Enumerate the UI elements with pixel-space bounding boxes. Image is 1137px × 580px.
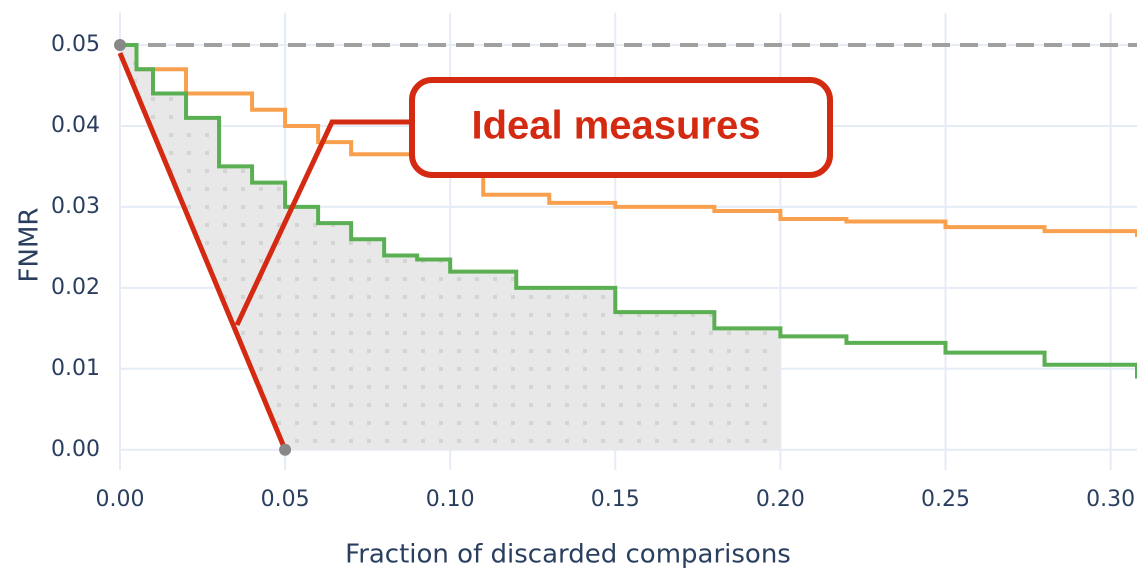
y-tick-label: 0.04: [51, 113, 100, 138]
callout-box: [409, 77, 833, 178]
series-line: [120, 42, 1137, 379]
start-point: [114, 38, 126, 51]
x-tick-label: 0.20: [756, 487, 805, 512]
callout-line: [234, 119, 412, 327]
x-tick-label: 0.15: [591, 487, 640, 512]
x-tick-label: 0.10: [426, 487, 475, 512]
y-axis-title: FNMR: [15, 208, 45, 283]
ideal-line: [117, 52, 288, 451]
y-tick-label: 0.03: [51, 194, 100, 219]
y-tick-label: 0.01: [51, 356, 100, 381]
y-tick-label: 0.02: [51, 275, 100, 300]
annotation: Ideal measures: [471, 104, 760, 148]
x-tick-label: 0.30: [1086, 487, 1135, 512]
x-tick-label: 0.05: [261, 487, 310, 512]
y-tick-label: 0.05: [51, 32, 100, 57]
y-tick-label: 0.00: [51, 437, 100, 462]
x-tick-label: 0.00: [96, 487, 145, 512]
x-tick-label: 0.25: [921, 487, 970, 512]
ideal-point: [279, 443, 292, 456]
x-axis-title: Fraction of discarded comparisons: [345, 540, 791, 570]
shaded-pattern: [120, 44, 781, 450]
